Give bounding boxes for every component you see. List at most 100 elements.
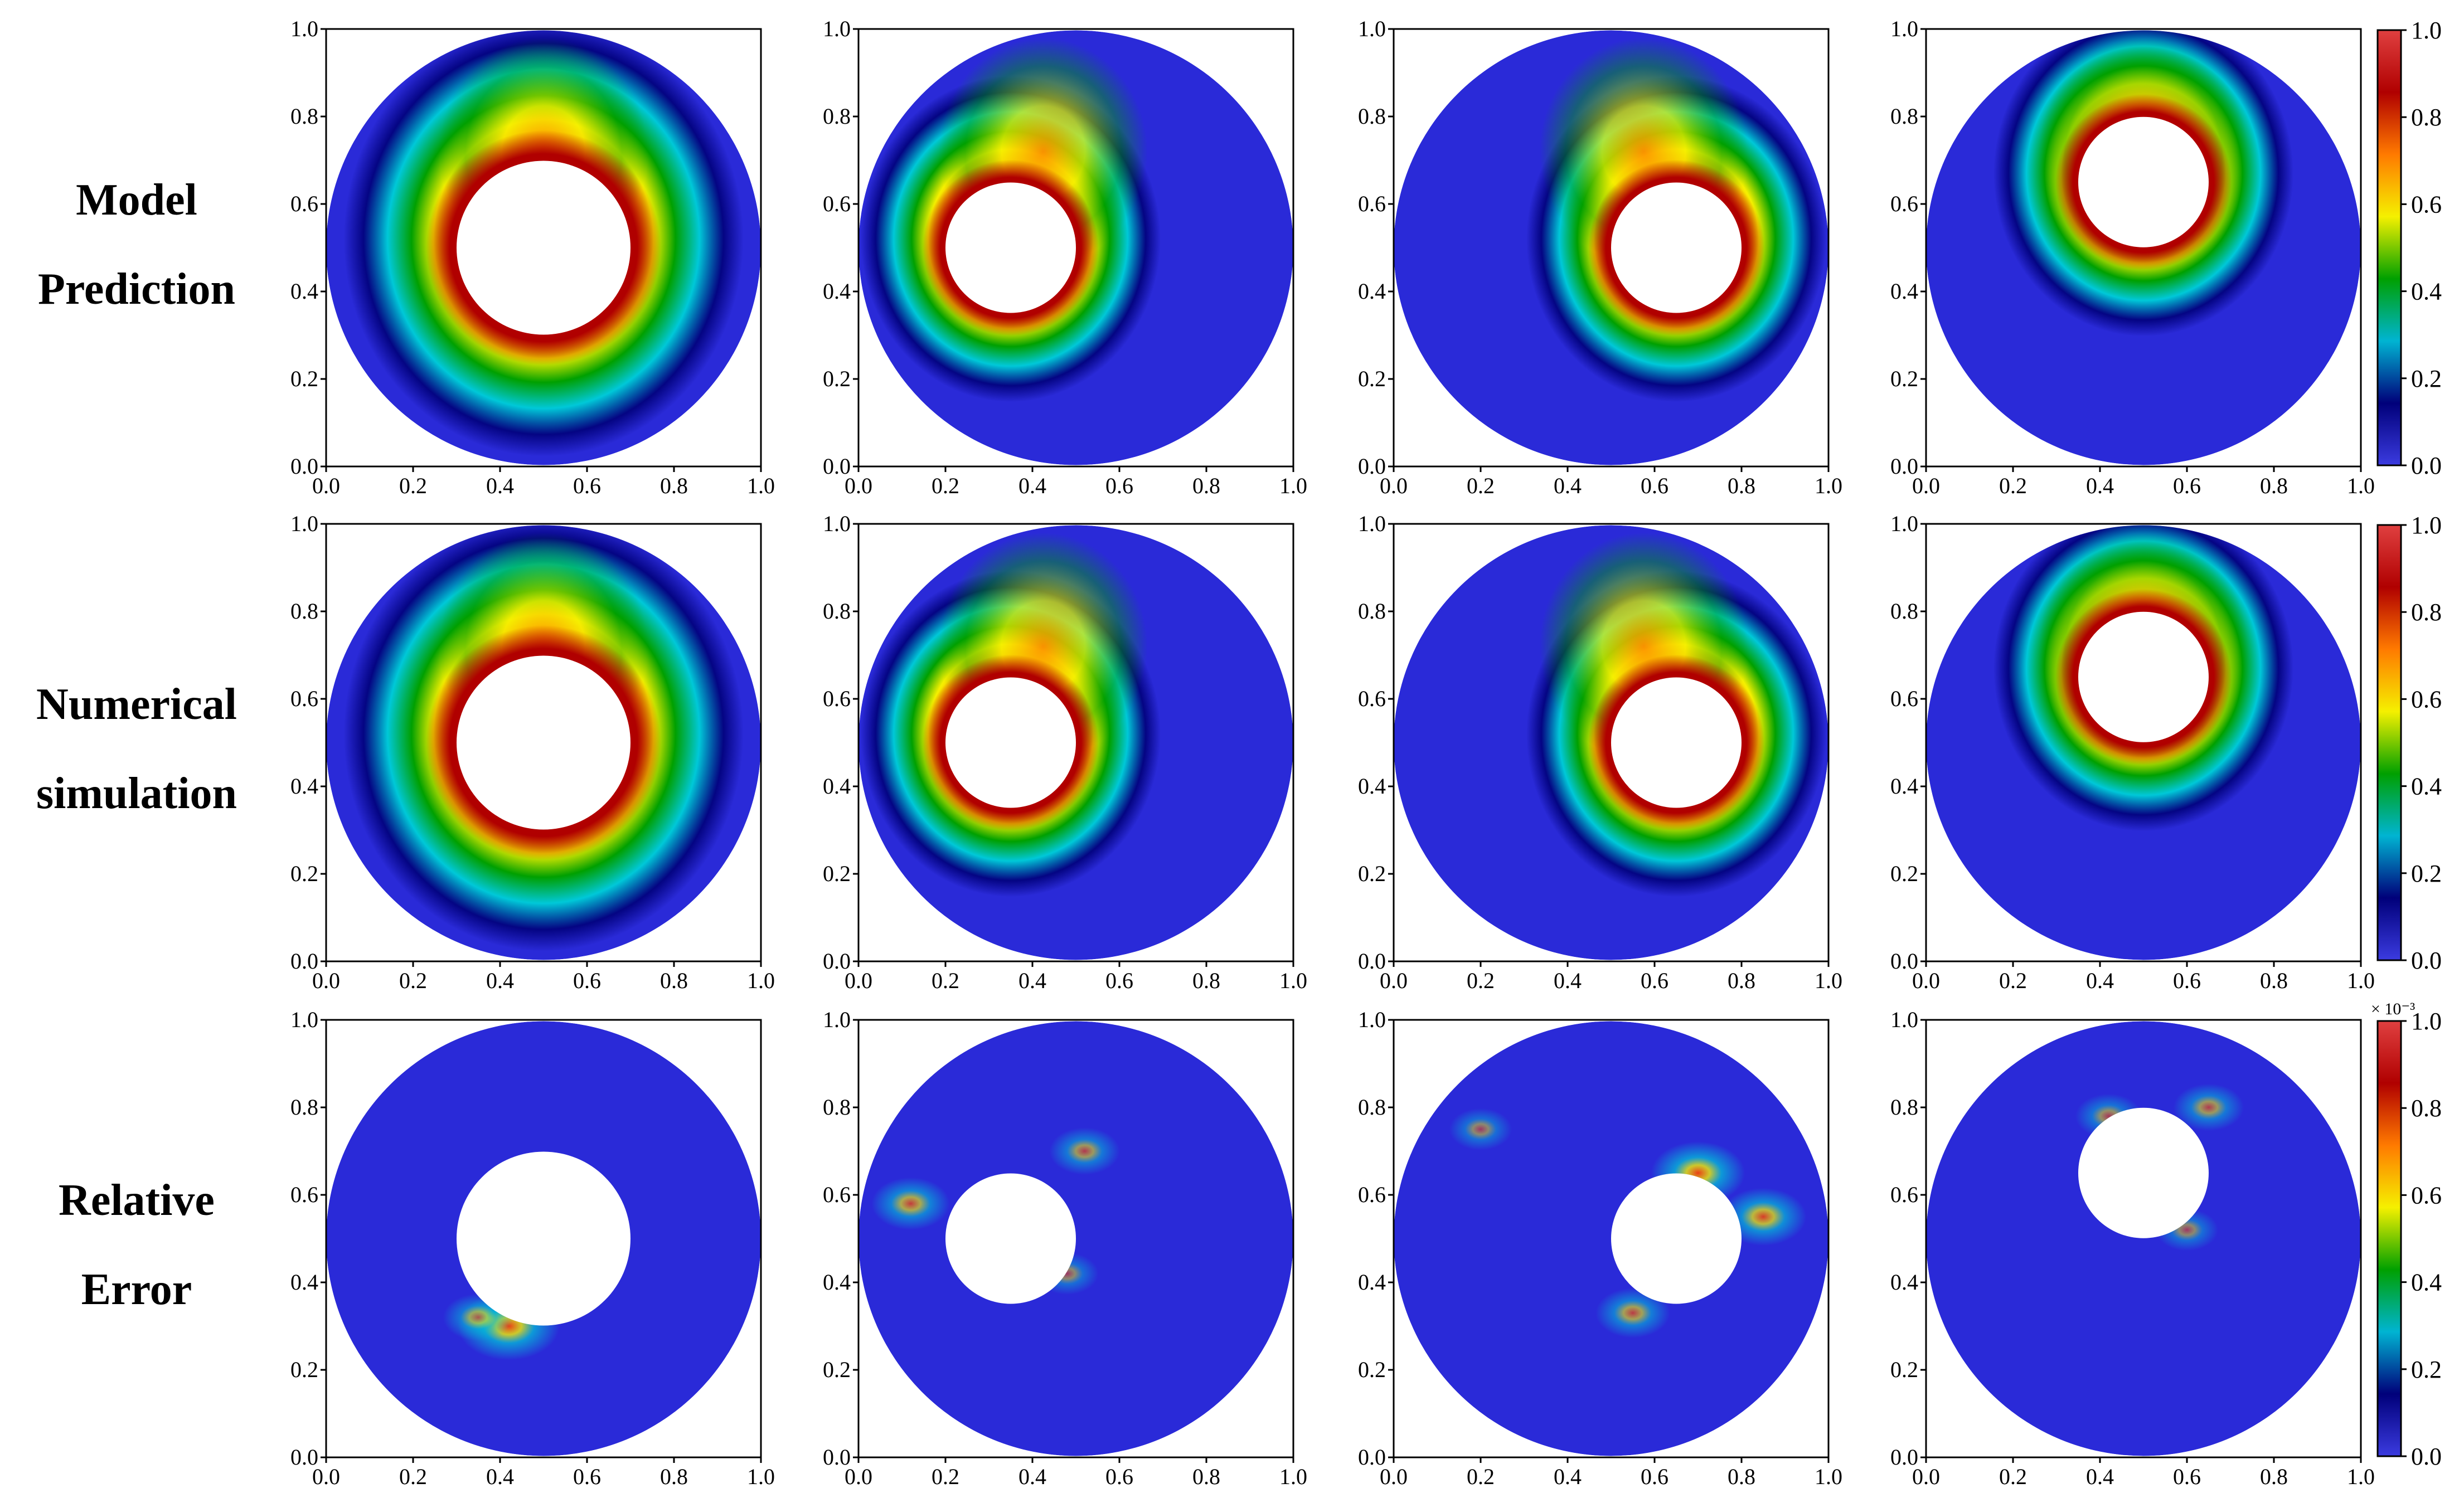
x-tick-label: 0.6 [573,473,601,498]
x-tick-label: 0.8 [2260,1464,2288,1488]
x-tick-label: 0.2 [1467,473,1495,498]
y-tick-label: 0.4 [290,279,318,304]
y-tick-label: 0.0 [1358,1445,1386,1470]
colorbar [2376,524,2402,961]
colorbar-tick-label: 1.0 [2411,1008,2442,1035]
x-tick-label: 0.2 [932,968,959,993]
x-tick-label: 0.4 [2086,968,2114,993]
obstacle-hole [1611,182,1742,313]
y-tick-label: 0.0 [1358,949,1386,974]
y-tick-label: 0.0 [290,454,318,479]
colorbar-tick-label: 0.0 [2411,452,2442,479]
y-tick-label: 0.8 [290,1095,318,1120]
obstacle-hole [457,655,630,830]
colorbar-tick-label: 0.6 [2411,191,2442,218]
y-tick-label: 0.0 [290,1445,318,1470]
axes-frame [857,1019,1294,1458]
colorbar-tick-label: 0.8 [2411,1095,2442,1122]
y-tick-label: 0.4 [1358,774,1386,799]
row-label-error-line1: Relative [59,1176,215,1225]
x-tick-label: 0.0 [1912,473,1940,498]
panel-r3-c2: 0.0 0.2 0.4 0.6 0.8 1.0 0.0 0.2 0.4 0.6 0.8 1.0 [823,1007,1307,1488]
axes-frame [857,523,1294,962]
x-tick-label: 0.0 [1380,1464,1408,1488]
colorbar-multiplier: × 10⁻³ [2371,1000,2415,1018]
x-tick-label: 0.6 [573,1464,601,1488]
row-label-model-line1: Model [76,176,197,225]
x-tick-label: 0.8 [1192,968,1220,993]
y-tick-label: 1.0 [1890,1007,1918,1032]
x-tick-label: 1.0 [747,968,775,993]
colorbar-tick-label: 0.8 [2411,599,2442,626]
y-tick-label: 0.2 [823,1357,851,1382]
x-tick-label: 1.0 [2347,473,2375,498]
panel-r2-c2: 0.0 0.2 0.4 0.6 0.8 1.0 0.0 0.2 0.4 0.6 0.8 1.0 [823,511,1307,993]
y-tick-label: 0.6 [290,191,318,216]
x-tick-label: 0.2 [932,473,959,498]
y-tick-label: 0.8 [1890,599,1918,624]
y-tick-label: 0.0 [823,1445,851,1470]
x-tick-label: 0.2 [1999,968,2027,993]
x-tick-label: 0.6 [1641,968,1668,993]
x-tick-label: 1.0 [2347,1464,2375,1488]
y-tick-label: 0.4 [290,774,318,799]
colorbar-tick-label: 0.8 [2411,104,2442,131]
y-tick-label: 0.4 [823,279,851,304]
y-tick-label: 0.8 [1358,1095,1386,1120]
x-tick-label: 0.8 [1728,1464,1755,1488]
x-tick-label: 0.0 [312,968,340,993]
y-tick-label: 0.6 [823,191,851,216]
y-tick-label: 0.2 [1890,366,1918,391]
x-tick-label: 0.8 [2260,968,2288,993]
colorbar-tick-label: 0.2 [2411,365,2442,392]
y-tick-label: 1.0 [290,16,318,41]
y-tick-label: 1.0 [1358,16,1386,41]
axes-frame [325,1019,762,1458]
x-tick-label: 1.0 [1815,473,1842,498]
y-tick-label: 0.6 [290,686,318,711]
colorbar-tick-label: 0.6 [2411,1181,2442,1209]
panel-r2-c4: 0.0 0.2 0.4 0.6 0.8 1.0 0.0 0.2 0.4 0.6 0.8 1.0 [1890,511,2375,993]
y-tick-label: 0.6 [1358,686,1386,711]
axes-frame [857,28,1294,468]
field-base [1926,1021,2361,1456]
x-tick-label: 0.2 [932,1464,959,1488]
x-tick-label: 0.2 [399,1464,427,1488]
x-tick-label: 0.4 [1018,968,1046,993]
y-tick-label: 0.8 [1890,1095,1918,1120]
panel-r3-c3: 0.0 0.2 0.4 0.6 0.8 1.0 0.0 0.2 0.4 0.6 0.8 1.0 [1358,1007,1842,1488]
x-tick-label: 0.2 [399,473,427,498]
x-tick-label: 0.2 [1467,968,1495,993]
y-tick-label: 0.0 [1890,949,1918,974]
x-tick-label: 0.0 [1380,968,1408,993]
field-layer [2173,1083,2244,1131]
x-tick-label: 0.8 [660,473,688,498]
row-labels: Model Prediction Numerical simulation Re… [36,176,237,1314]
x-tick-label: 0.4 [1554,1464,1582,1488]
x-tick-label: 0.8 [1728,473,1755,498]
y-tick-label: 0.6 [1890,686,1918,711]
y-tick-label: 0.4 [1890,279,1918,304]
x-tick-label: 1.0 [1815,1464,1842,1488]
colorbar [2376,1020,2402,1457]
y-tick-label: 0.2 [290,861,318,886]
x-tick-label: 0.6 [2173,968,2201,993]
x-tick-label: 0.6 [1641,1464,1668,1488]
y-tick-label: 1.0 [290,1007,318,1032]
row-label-numerical-line1: Numerical [36,680,237,729]
x-tick-label: 0.6 [1105,1464,1133,1488]
y-tick-label: 0.0 [1890,1445,1918,1470]
x-tick-label: 1.0 [2347,968,2375,993]
y-tick-label: 0.6 [1358,191,1386,216]
x-tick-label: 0.0 [1380,473,1408,498]
x-tick-label: 0.0 [312,1464,340,1488]
x-tick-label: 0.6 [1105,473,1133,498]
y-tick-label: 0.4 [1358,279,1386,304]
x-tick-label: 0.2 [1467,1464,1495,1488]
y-tick-label: 0.6 [1358,1182,1386,1207]
colorbar [2376,29,2402,466]
x-tick-label: 0.2 [399,968,427,993]
panel-r1-c4: 0.0 0.2 0.4 0.6 0.8 1.0 0.0 0.2 0.4 0.6 0.8 1.0 [1890,16,2375,498]
x-tick-label: 0.8 [660,1464,688,1488]
axes-frame [1393,1019,1830,1458]
